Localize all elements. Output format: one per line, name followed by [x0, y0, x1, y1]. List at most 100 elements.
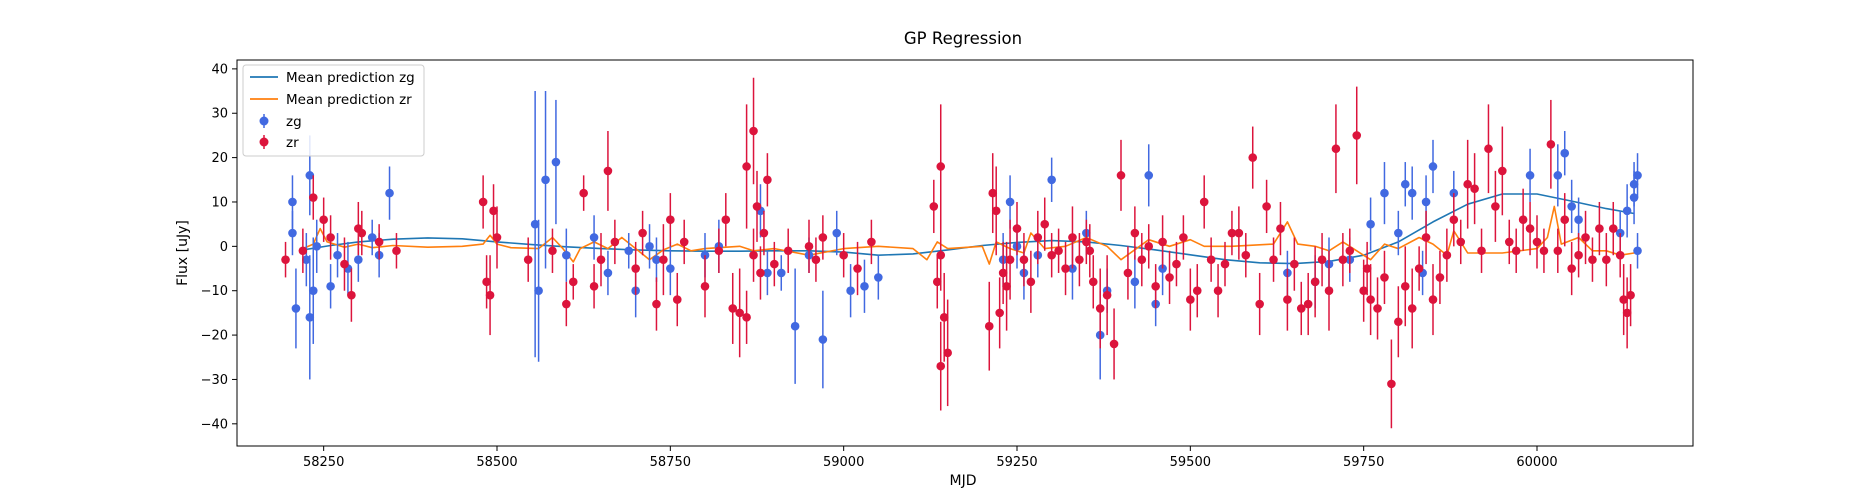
marker-zr	[1511, 246, 1521, 256]
marker-zg	[776, 268, 786, 278]
marker-zr	[1296, 304, 1306, 313]
marker-zr	[721, 215, 731, 225]
point-zr	[1615, 233, 1625, 278]
marker-zr	[1626, 290, 1635, 300]
point-zr	[1206, 237, 1216, 282]
point-zr	[1581, 210, 1590, 265]
point-zg	[1629, 162, 1639, 207]
point-zr	[759, 210, 769, 256]
marker-zr	[672, 295, 682, 304]
point-zr	[281, 241, 290, 278]
marker-zg	[308, 286, 318, 296]
marker-zr	[1407, 304, 1417, 313]
point-zr	[666, 193, 675, 247]
marker-zr	[1283, 295, 1292, 304]
marker-zr	[1560, 215, 1570, 225]
marker-zr	[357, 228, 367, 238]
point-zr	[1227, 210, 1237, 256]
marker-zr	[679, 237, 689, 247]
marker-zg	[1567, 202, 1576, 211]
marker-zg	[288, 228, 297, 238]
x-tick-label: 60000	[1516, 455, 1557, 470]
marker-zg	[1394, 228, 1403, 238]
marker-zg	[541, 175, 550, 185]
point-zr	[783, 228, 793, 273]
point-zr	[340, 237, 349, 291]
point-zr	[610, 219, 620, 265]
point-zr	[756, 246, 765, 300]
point-zr	[1144, 224, 1154, 269]
marker-zg	[1144, 171, 1154, 180]
point-zr	[804, 219, 814, 273]
point-zr	[1539, 228, 1549, 273]
marker-zg	[385, 188, 394, 198]
point-zr	[1012, 201, 1022, 256]
point-zg	[1407, 166, 1417, 220]
marker-zr	[714, 246, 724, 256]
marker-zr	[1012, 224, 1022, 233]
marker-zr	[1619, 295, 1628, 304]
marker-zg	[534, 286, 543, 296]
marker-zr	[1088, 277, 1098, 287]
marker-zr	[1165, 273, 1174, 282]
marker-zg	[1633, 246, 1642, 256]
point-zr	[1179, 215, 1188, 260]
marker-zr	[1262, 202, 1271, 211]
marker-zg	[305, 313, 315, 322]
point-zg	[288, 175, 297, 229]
marker-zr	[1290, 259, 1299, 269]
point-zr	[818, 215, 828, 260]
point-zg	[776, 255, 786, 291]
marker-zr	[742, 313, 751, 322]
marker-zr	[936, 361, 946, 371]
point-zr	[1213, 264, 1223, 318]
point-zr	[1435, 250, 1445, 305]
data-points	[281, 77, 1642, 429]
marker-zr	[1033, 233, 1043, 242]
marker-zr	[995, 308, 1004, 318]
point-zg	[1525, 148, 1535, 202]
point-zr	[700, 255, 710, 318]
point-zg	[1633, 233, 1642, 269]
point-zr	[1407, 268, 1417, 349]
marker-zr	[492, 233, 502, 242]
point-zg	[1400, 162, 1410, 207]
point-zr	[1047, 233, 1056, 278]
marker-zr	[1109, 339, 1119, 349]
marker-zr	[1234, 228, 1244, 238]
marker-zg	[367, 233, 377, 242]
x-tick-label: 58750	[650, 455, 691, 470]
marker-zr	[1518, 215, 1528, 225]
point-zr	[1068, 206, 1077, 269]
point-zr	[1061, 241, 1070, 296]
point-zr	[1373, 277, 1382, 340]
marker-zr	[1075, 255, 1084, 264]
marker-zr	[666, 215, 675, 225]
point-zg	[326, 264, 335, 309]
point-zr	[1082, 219, 1091, 265]
marker-zr	[1220, 259, 1230, 269]
marker-zr	[1400, 281, 1410, 291]
marker-zr	[548, 246, 557, 256]
marker-zr	[1005, 255, 1015, 264]
point-zr	[721, 193, 731, 247]
point-zr	[1088, 255, 1098, 309]
marker-zr	[1491, 202, 1500, 211]
x-axis-label: MJD	[950, 473, 977, 489]
marker-zr	[1553, 246, 1563, 256]
point-zr	[1595, 201, 1604, 256]
point-zr	[548, 228, 557, 273]
marker-zr	[1085, 246, 1095, 256]
point-zr	[1484, 104, 1493, 194]
marker-zg	[860, 281, 869, 291]
marker-zr	[1061, 264, 1070, 273]
marker-zr	[1186, 295, 1195, 304]
point-zr	[523, 237, 533, 282]
point-zr	[995, 277, 1004, 349]
marker-zr	[1324, 286, 1334, 296]
marker-zg	[1130, 277, 1140, 287]
point-zr	[478, 175, 488, 229]
point-zg	[312, 219, 322, 273]
marker-zr	[991, 206, 1001, 216]
legend-label-zg: zg	[286, 114, 302, 130]
